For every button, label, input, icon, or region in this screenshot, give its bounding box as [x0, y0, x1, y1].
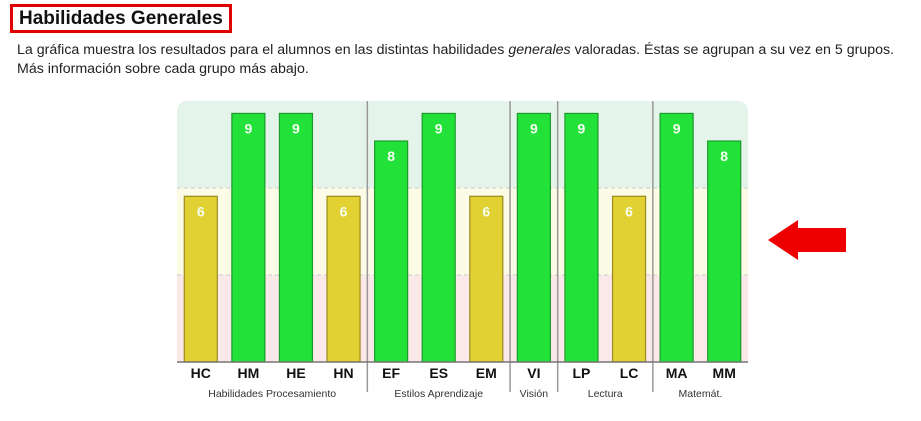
description: La gráfica muestra los resultados para e…	[17, 41, 917, 79]
bar-value-label: 8	[720, 148, 728, 164]
group-label: Estilos Aprendizaje	[394, 388, 483, 400]
bar-value-label: 9	[530, 120, 538, 136]
category-label: LC	[620, 365, 639, 381]
category-label: MM	[713, 365, 736, 381]
bar-EF	[374, 140, 409, 363]
description-text-2: Más información sobre cada grupo más aba…	[17, 61, 309, 77]
bar-VI	[516, 112, 551, 363]
category-label: HC	[191, 365, 211, 381]
category-label: HE	[286, 365, 305, 381]
description-text: La gráfica muestra los resultados para e…	[17, 42, 509, 58]
bar-LC	[611, 195, 647, 363]
bar-ES	[421, 112, 456, 363]
bar-value-label: 6	[340, 203, 348, 219]
bar-value-label: 8	[387, 148, 395, 164]
bar-value-label: 9	[244, 120, 252, 136]
arrow-left-icon	[768, 220, 846, 260]
category-label: HM	[237, 365, 259, 381]
group-label: Lectura	[588, 388, 623, 400]
description-text: valoradas. Éstas se agrupan a su vez en …	[570, 42, 895, 58]
category-label: EM	[476, 365, 497, 381]
description-emphasis: generales	[508, 42, 571, 58]
bar-MM	[707, 140, 742, 363]
bar-value-label: 9	[435, 120, 443, 136]
category-label: MA	[666, 365, 688, 381]
bar-MA	[659, 112, 694, 363]
bar-value-label: 9	[673, 120, 681, 136]
category-label: ES	[429, 365, 448, 381]
group-label: Matemát.	[679, 388, 723, 400]
bar-value-label: 9	[578, 120, 586, 136]
bar-HM	[231, 112, 266, 363]
bar-EM	[469, 195, 504, 363]
group-label: Visión	[520, 388, 549, 400]
category-label: LP	[573, 365, 591, 381]
bar-HE	[278, 112, 314, 363]
bar-HC	[183, 195, 218, 363]
bar-HN	[326, 195, 361, 363]
group-label: Habilidades Procesamiento	[208, 388, 336, 400]
bar-value-label: 6	[197, 203, 205, 219]
bar-LP	[564, 112, 599, 363]
category-label: EF	[382, 365, 400, 381]
bar-value-label: 9	[292, 120, 300, 136]
bar-value-label: 6	[625, 203, 633, 219]
category-label: VI	[527, 365, 540, 381]
bar-value-label: 6	[482, 203, 490, 219]
section-title: Habilidades Generales	[10, 4, 232, 33]
category-label: HN	[333, 365, 353, 381]
